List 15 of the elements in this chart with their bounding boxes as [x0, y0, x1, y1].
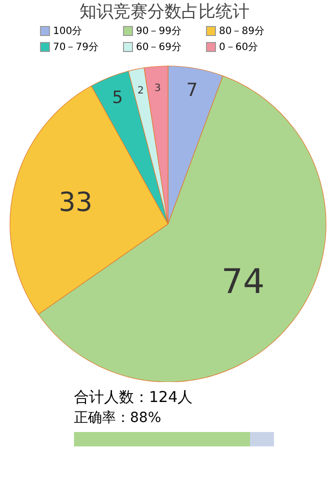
- text: 合计人数：124人: [73, 388, 194, 407]
- legend-label: 70－79分: [53, 41, 98, 54]
- legend-label: 60－69分: [136, 41, 182, 54]
- data-label: 3: [154, 83, 161, 94]
- chart-title: 知识竞赛分数占比统计: [78, 1, 250, 24]
- legend-label: 90－99分: [136, 25, 182, 38]
- legend-label: 80－89分: [219, 25, 264, 38]
- data-label: 7: [186, 80, 198, 101]
- legend-label: 0－60分: [219, 41, 258, 54]
- legend-label: 100分: [53, 25, 82, 38]
- data-label: 33: [58, 187, 92, 218]
- chart-title: 正确率：88%: [74, 409, 162, 427]
- data-label: 5: [112, 88, 124, 108]
- data-label: 2: [137, 85, 144, 96]
- data-label: 74: [221, 262, 265, 302]
